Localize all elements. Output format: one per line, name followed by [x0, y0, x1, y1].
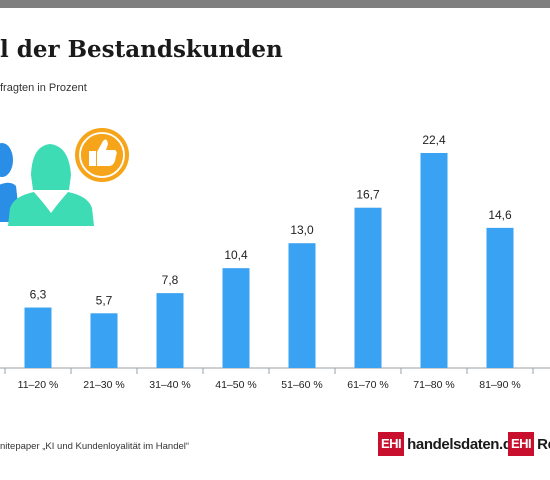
- bar-value-label: 16,7: [356, 188, 380, 202]
- handelsdaten-logo: EHI handelsdaten.de: [378, 432, 520, 456]
- bar: [420, 153, 448, 368]
- source-note: nitepaper „KI und Kundenloyalität im Han…: [0, 441, 190, 452]
- bar: [156, 293, 184, 368]
- ehi-logo-box-2: EHI: [508, 432, 535, 456]
- ehi-retail-text: Re: [537, 435, 550, 453]
- handelsdaten-text: handelsdaten.de: [407, 435, 520, 453]
- ehi-retail-logo: EHI Re: [508, 432, 550, 456]
- ehi-logo-box: EHI: [378, 432, 405, 456]
- bar-value-label: 13,0: [290, 223, 314, 237]
- x-tick-label: 81–90 %: [479, 379, 520, 391]
- bar-value-label: 22,4: [422, 133, 446, 147]
- people-illustration: [0, 128, 129, 226]
- bar-value-label: 7,8: [162, 273, 179, 287]
- bar: [24, 307, 52, 368]
- top-bar: [0, 0, 550, 8]
- bar: [288, 243, 316, 368]
- thumbs-up-icon: [75, 128, 129, 182]
- person-front-icon: [8, 144, 94, 226]
- chart-title: l der Bestandskunden: [0, 36, 283, 63]
- x-tick-label: 11–20 %: [18, 379, 59, 391]
- bar: [354, 207, 382, 368]
- bar: [222, 268, 250, 368]
- bar: [90, 313, 118, 368]
- bar-value-label: 10,4: [224, 248, 248, 262]
- x-tick-label: 71–80 %: [413, 379, 454, 391]
- x-tick-label: 21–30 %: [83, 379, 124, 391]
- bar-value-label: 6,3: [30, 288, 47, 302]
- x-tick-label: 61–70 %: [347, 379, 388, 391]
- bar: [486, 227, 514, 368]
- x-tick-label: 41–50 %: [215, 379, 256, 391]
- bar-value-label: 14,6: [488, 208, 512, 222]
- chart-subtitle: fragten in Prozent: [0, 82, 87, 94]
- x-tick-label: 31–40 %: [149, 379, 190, 391]
- bar-value-label: 5,7: [96, 293, 113, 307]
- x-tick-label: 51–60 %: [281, 379, 322, 391]
